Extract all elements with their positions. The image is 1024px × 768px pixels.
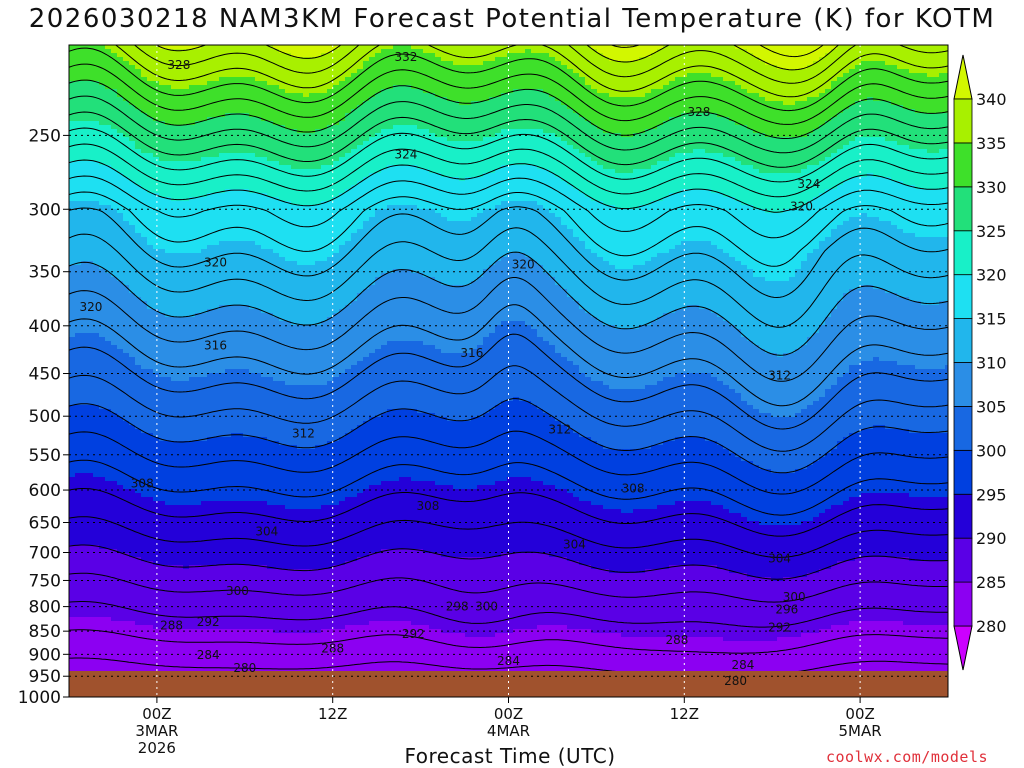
- x-tick-label: 00Z: [142, 705, 171, 723]
- colorbar-label: 335: [976, 134, 1007, 153]
- contour-label: 284: [497, 654, 520, 668]
- contour-label: 332: [394, 50, 417, 64]
- contour-label: 296: [775, 603, 798, 617]
- contour-label: 298: [446, 600, 469, 614]
- contour-label: 292: [402, 627, 425, 641]
- colorbar-segment: [954, 406, 972, 450]
- y-tick-label: 1000: [18, 688, 61, 708]
- x-tick-label: 3MAR: [135, 722, 178, 740]
- colorbar-segment: [954, 187, 972, 231]
- colorbar-label: 330: [976, 178, 1007, 197]
- contour-label: 308: [622, 482, 645, 496]
- colorbar-label: 285: [976, 573, 1007, 592]
- colorbar-segment: [954, 143, 972, 187]
- colorbar-label: 340: [976, 90, 1007, 109]
- y-tick-label: 900: [29, 645, 61, 665]
- theta-contour: [768, 35, 819, 43]
- colorbar-segment: [954, 450, 972, 494]
- y-tick-label: 850: [29, 622, 61, 642]
- colorbar-label: 305: [976, 397, 1007, 416]
- colorbar-segment: [954, 494, 972, 538]
- x-tick-label: 12Z: [670, 705, 699, 723]
- contour-label: 288: [666, 633, 689, 647]
- colorbar-label: 310: [976, 354, 1007, 373]
- x-tick-label: 12Z: [318, 705, 347, 723]
- contour-label: 320: [80, 300, 103, 314]
- contour-label: 304: [563, 537, 586, 551]
- y-tick-label: 400: [29, 317, 61, 337]
- colorbar-max-arrow: [954, 55, 972, 99]
- colorbar-label: 290: [976, 529, 1007, 548]
- contour-label: 320: [512, 258, 535, 272]
- credit-text: coolwx.com/models: [826, 748, 988, 766]
- contour-label: 304: [768, 551, 791, 565]
- colorbar-segment: [954, 275, 972, 319]
- contour-label: 304: [255, 525, 278, 539]
- colorbar-segment: [954, 538, 972, 582]
- contour-label: 328: [167, 58, 190, 72]
- contour-label: 324: [797, 177, 820, 191]
- y-tick-label: 450: [29, 365, 61, 385]
- contour-label: 320: [204, 255, 227, 269]
- contour-label: 288: [321, 641, 344, 655]
- y-tick-label: 600: [29, 481, 61, 501]
- contour-label: 316: [460, 346, 483, 360]
- contour-label: 292: [197, 615, 220, 629]
- colorbar-label: 315: [976, 310, 1007, 329]
- x-tick-label: 4MAR: [487, 722, 530, 740]
- y-tick-label: 750: [29, 571, 61, 591]
- contour-label: 300: [475, 600, 498, 614]
- contour-label: 292: [768, 620, 791, 634]
- y-tick-label: 250: [29, 126, 61, 146]
- contour-label: 324: [394, 147, 417, 161]
- contour-label: 312: [768, 368, 791, 382]
- contour-label: 320: [790, 200, 813, 214]
- colorbar-label: 295: [976, 485, 1007, 504]
- contour-label: 300: [226, 584, 249, 598]
- contour-label: 308: [416, 499, 439, 513]
- colorbar-segment: [954, 231, 972, 275]
- x-tick-label: 00Z: [494, 705, 523, 723]
- contour-label: 328: [687, 105, 710, 119]
- contour-label: 312: [292, 427, 315, 441]
- y-tick-label: 700: [29, 544, 61, 564]
- colorbar-min-arrow: [954, 626, 972, 670]
- plot-area: [69, 35, 952, 698]
- contour-label: 284: [731, 658, 754, 672]
- colorbar-label: 325: [976, 222, 1007, 241]
- x-tick-label: 5MAR: [839, 722, 882, 740]
- y-tick-label: 350: [29, 263, 61, 283]
- colorbar-segment: [954, 363, 972, 407]
- colorbar-segment: [954, 582, 972, 626]
- contour-label: 280: [724, 674, 747, 688]
- contour-label: 312: [548, 423, 571, 437]
- x-axis-label: Forecast Time (UTC): [330, 744, 690, 768]
- colorbar-segment: [954, 319, 972, 363]
- contour-label: 288: [160, 618, 183, 632]
- colorbar-segment: [954, 99, 972, 143]
- y-tick-label: 950: [29, 667, 61, 687]
- y-tick-label: 300: [29, 200, 61, 220]
- x-tick-label: 2026: [138, 739, 176, 757]
- y-tick-label: 800: [29, 598, 61, 618]
- y-tick-label: 500: [29, 407, 61, 427]
- contour-label: 316: [204, 339, 227, 353]
- y-tick-label: 650: [29, 513, 61, 533]
- contour-label: 280: [233, 661, 256, 675]
- colorbar-label: 280: [976, 617, 1007, 636]
- colorbar-label: 320: [976, 266, 1007, 285]
- y-tick-label: 550: [29, 446, 61, 466]
- contour-label: 308: [131, 476, 154, 490]
- contour-label: 284: [197, 648, 220, 662]
- colorbar-label: 300: [976, 441, 1007, 460]
- x-tick-label: 00Z: [845, 705, 874, 723]
